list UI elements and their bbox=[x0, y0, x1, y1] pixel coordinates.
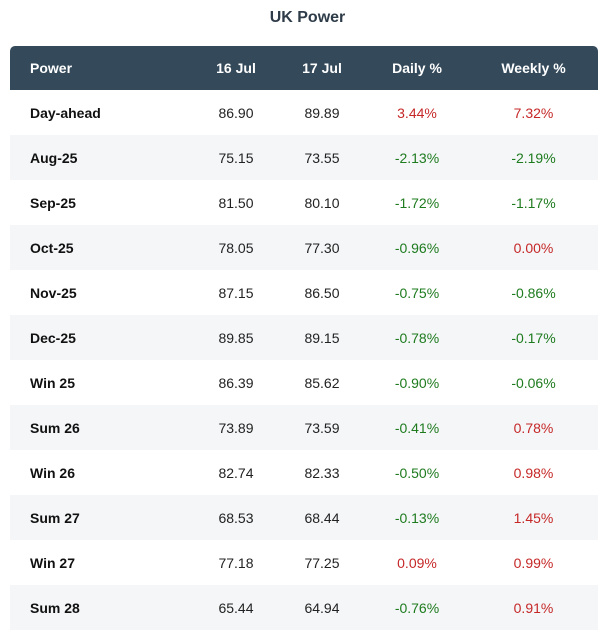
row-name: Sep-25 bbox=[30, 194, 76, 211]
row-16-jul: 68.53 bbox=[218, 509, 254, 526]
row-17-jul: 82.33 bbox=[304, 464, 340, 481]
row-17-jul: 77.30 bbox=[304, 239, 340, 256]
row-weekly-pct: -2.19% bbox=[511, 149, 556, 166]
row-weekly-pct: -0.17% bbox=[511, 329, 556, 346]
row-name: Nov-25 bbox=[30, 284, 77, 301]
row-name: Oct-25 bbox=[30, 239, 74, 256]
row-weekly-pct: 0.78% bbox=[513, 419, 554, 436]
row-weekly-pct: 0.99% bbox=[513, 554, 554, 571]
table-row: Win 27 77.18 77.25 0.09% 0.99% bbox=[10, 540, 598, 585]
row-daily-pct: 0.09% bbox=[397, 554, 437, 571]
row-16-jul: 75.15 bbox=[218, 149, 254, 166]
table-row: Sum 27 68.53 68.44 -0.13% 1.45% bbox=[10, 495, 598, 540]
row-name: Dec-25 bbox=[30, 329, 76, 346]
header-weekly-pct: Weekly % bbox=[501, 60, 566, 76]
table-row: Aug-25 75.15 73.55 -2.13% -2.19% bbox=[10, 135, 598, 180]
table-row: Oct-25 78.05 77.30 -0.96% 0.00% bbox=[10, 225, 598, 270]
row-16-jul: 65.44 bbox=[218, 599, 254, 616]
row-name: Sum 26 bbox=[30, 419, 80, 436]
table-row: Dec-25 89.85 89.15 -0.78% -0.17% bbox=[10, 315, 598, 360]
table-row: Sep-25 81.50 80.10 -1.72% -1.17% bbox=[10, 180, 598, 225]
row-17-jul: 73.55 bbox=[304, 149, 340, 166]
row-16-jul: 73.89 bbox=[218, 419, 254, 436]
row-name: Win 27 bbox=[30, 554, 75, 571]
table-row: Win 25 86.39 85.62 -0.90% -0.06% bbox=[10, 360, 598, 405]
row-17-jul: 77.25 bbox=[304, 554, 340, 571]
table-row: Win 26 82.74 82.33 -0.50% 0.98% bbox=[10, 450, 598, 495]
row-daily-pct: -0.90% bbox=[394, 374, 440, 391]
row-17-jul: 80.10 bbox=[304, 194, 340, 211]
row-17-jul: 68.44 bbox=[304, 509, 340, 526]
row-name: Sum 27 bbox=[30, 509, 80, 526]
table-row: Sum 28 65.44 64.94 -0.76% 0.91% bbox=[10, 585, 598, 630]
row-16-jul: 82.74 bbox=[218, 464, 254, 481]
power-table: Power 16 Jul 17 Jul Daily % Weekly % Day… bbox=[10, 46, 598, 630]
row-weekly-pct: -0.06% bbox=[511, 374, 556, 391]
table-row: Sum 26 73.89 73.59 -0.41% 0.78% bbox=[10, 405, 598, 450]
row-name: Aug-25 bbox=[30, 149, 78, 166]
row-weekly-pct: 0.98% bbox=[513, 464, 554, 481]
row-name: Sum 28 bbox=[30, 599, 80, 616]
row-17-jul: 86.50 bbox=[304, 284, 340, 301]
header-daily-pct: Daily % bbox=[392, 60, 442, 76]
row-daily-pct: -0.41% bbox=[394, 419, 440, 436]
row-17-jul: 85.62 bbox=[304, 374, 340, 391]
row-weekly-pct: 7.32% bbox=[513, 104, 554, 121]
row-name: Win 25 bbox=[30, 374, 75, 391]
row-daily-pct: -0.50% bbox=[394, 464, 440, 481]
row-daily-pct: -0.76% bbox=[394, 599, 440, 616]
row-16-jul: 81.50 bbox=[218, 194, 254, 211]
row-daily-pct: -0.13% bbox=[394, 509, 440, 526]
header-power: Power bbox=[30, 60, 73, 76]
row-16-jul: 86.90 bbox=[218, 104, 254, 121]
row-16-jul: 86.39 bbox=[218, 374, 254, 391]
row-daily-pct: -0.78% bbox=[394, 329, 440, 346]
table-row: Day-ahead 86.90 89.89 3.44% 7.32% bbox=[10, 90, 598, 135]
row-weekly-pct: -0.86% bbox=[511, 284, 556, 301]
row-16-jul: 87.15 bbox=[218, 284, 254, 301]
row-weekly-pct: 1.45% bbox=[513, 509, 554, 526]
row-16-jul: 78.05 bbox=[218, 239, 254, 256]
row-daily-pct: -0.75% bbox=[394, 284, 440, 301]
row-daily-pct: 3.44% bbox=[397, 104, 437, 121]
row-weekly-pct: 0.91% bbox=[513, 599, 554, 616]
row-16-jul: 77.18 bbox=[218, 554, 254, 571]
header-16-jul: 16 Jul bbox=[216, 60, 256, 76]
page-title: UK Power bbox=[269, 9, 346, 26]
row-name: Win 26 bbox=[30, 464, 75, 481]
row-17-jul: 89.15 bbox=[304, 329, 340, 346]
header-17-jul: 17 Jul bbox=[302, 60, 342, 76]
row-weekly-pct: -1.17% bbox=[511, 194, 556, 211]
row-17-jul: 73.59 bbox=[304, 419, 340, 436]
row-daily-pct: -2.13% bbox=[394, 149, 440, 166]
row-daily-pct: -0.96% bbox=[394, 239, 440, 256]
row-16-jul: 89.85 bbox=[218, 329, 254, 346]
table-row: Nov-25 87.15 86.50 -0.75% -0.86% bbox=[10, 270, 598, 315]
row-17-jul: 64.94 bbox=[304, 599, 340, 616]
row-weekly-pct: 0.00% bbox=[513, 239, 554, 256]
row-name: Day-ahead bbox=[30, 104, 101, 121]
table-header: Power 16 Jul 17 Jul Daily % Weekly % bbox=[10, 46, 598, 90]
row-daily-pct: -1.72% bbox=[394, 194, 440, 211]
row-17-jul: 89.89 bbox=[304, 104, 340, 121]
